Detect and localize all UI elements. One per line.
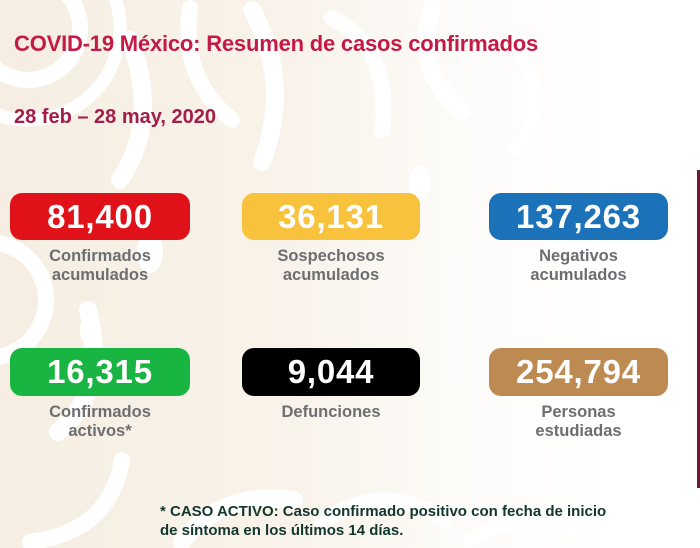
- stat-value-badge: 9,044: [242, 348, 420, 396]
- footnote-line-2: de síntoma en los últimos 14 días.: [160, 521, 404, 539]
- stat-card-confirmados-acumulados: 81,400 Confirmados acumulados: [10, 193, 190, 285]
- stat-label: Sospechosos acumulados: [277, 247, 385, 285]
- stat-card-negativos-acumulados: 137,263 Negativos acumulados: [489, 193, 668, 285]
- stat-label: Confirmados activos*: [49, 403, 151, 441]
- right-accent-bar: [697, 170, 700, 488]
- stat-card-defunciones: 9,044 Defunciones: [242, 348, 420, 422]
- stat-label: Defunciones: [281, 403, 381, 421]
- stat-card-sospechosos-acumulados: 36,131 Sospechosos acumulados: [242, 193, 420, 285]
- stat-card-confirmados-activos: 16,315 Confirmados activos*: [10, 348, 190, 441]
- footnote-line-1: * CASO ACTIVO: Caso confirmado positivo …: [160, 503, 607, 520]
- footnote-caso-activo: * CASO ACTIVO: Caso confirmado positivo …: [160, 503, 606, 541]
- stat-label: Confirmados acumulados: [49, 247, 151, 285]
- stat-label: Negativos acumulados: [530, 247, 627, 285]
- stat-value-badge: 16,315: [10, 348, 190, 396]
- stat-value-badge: 36,131: [242, 193, 420, 240]
- stat-card-personas-estudiadas: 254,794 Personas estudiadas: [489, 348, 668, 441]
- page-title: COVID-19 México: Resumen de casos confir…: [14, 31, 539, 56]
- stat-value-badge: 254,794: [489, 348, 668, 396]
- stat-value-badge: 137,263: [489, 193, 668, 240]
- stat-value-badge: 81,400: [10, 193, 190, 240]
- date-range: 28 feb – 28 may, 2020: [14, 106, 216, 128]
- stat-label: Personas estudiadas: [535, 403, 622, 441]
